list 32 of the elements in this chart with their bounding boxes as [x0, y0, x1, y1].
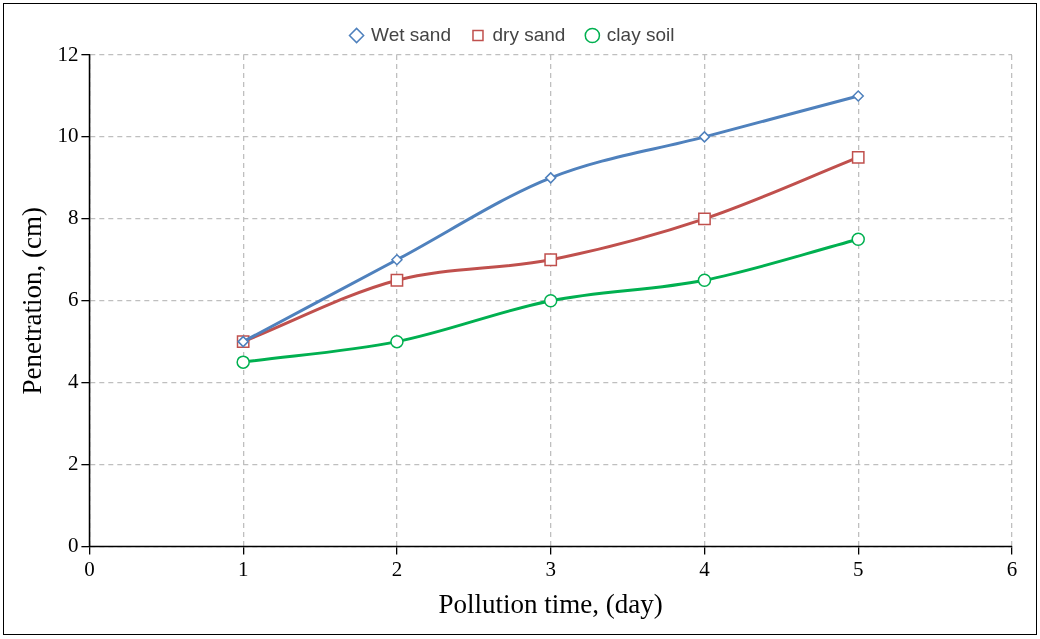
- point: [390, 334, 404, 349]
- x-tick-label: 0: [84, 556, 95, 581]
- y-tick-label: 6: [67, 287, 79, 312]
- x-tick-label: 3: [545, 556, 556, 581]
- legend-label: clay soil: [606, 23, 675, 45]
- point: [544, 172, 557, 184]
- y-tick-label: 12: [57, 41, 79, 66]
- point: [391, 254, 403, 266]
- x-tick-label: 6: [1006, 556, 1018, 581]
- x-axis-title: Pollution time, (day): [438, 588, 663, 619]
- x-tick-label: 2: [391, 556, 403, 581]
- point: [697, 273, 712, 287]
- y-tick-label: 0: [67, 532, 79, 557]
- point: [543, 293, 558, 308]
- point: [698, 212, 711, 226]
- point: [852, 90, 864, 102]
- legend-label: dry sand: [492, 23, 566, 45]
- y-axis-title: Penetration, (cm): [17, 206, 48, 395]
- point: [698, 131, 711, 143]
- y-tick-label: 4: [67, 369, 79, 394]
- x-tick-label: 5: [852, 556, 864, 581]
- point: [390, 273, 404, 287]
- x-tick-label: 4: [699, 556, 711, 581]
- y-tick-label: 2: [67, 451, 79, 476]
- y-tick-label: 8: [67, 205, 79, 230]
- point: [851, 150, 865, 164]
- legend-label: Wet sand: [371, 23, 451, 45]
- point: [851, 232, 865, 247]
- x-tick-label: 1: [237, 556, 249, 581]
- point: [236, 355, 250, 369]
- point: [544, 253, 558, 267]
- y-tick-label: 10: [57, 123, 79, 148]
